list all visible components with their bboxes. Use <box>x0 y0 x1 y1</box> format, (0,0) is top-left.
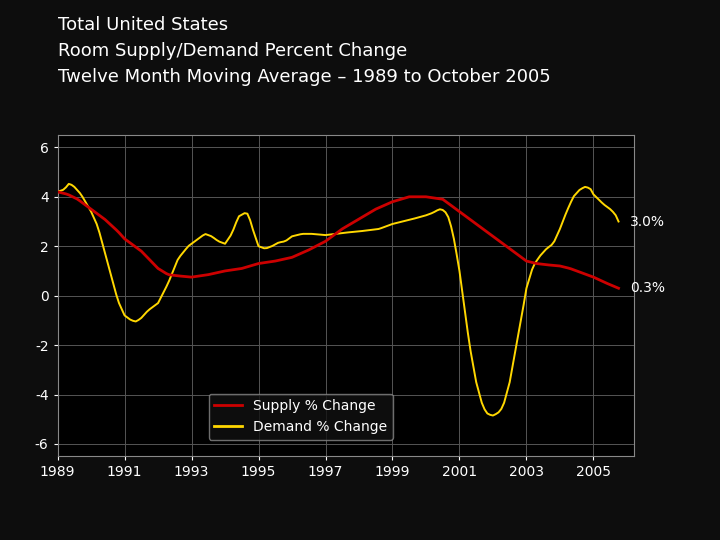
Text: 0.3%: 0.3% <box>630 281 665 295</box>
Legend: Supply % Change, Demand % Change: Supply % Change, Demand % Change <box>209 394 392 440</box>
Text: Twelve Month Moving Average – 1989 to October 2005: Twelve Month Moving Average – 1989 to Oc… <box>58 68 550 86</box>
Text: Room Supply/Demand Percent Change: Room Supply/Demand Percent Change <box>58 42 407 60</box>
Text: 3.0%: 3.0% <box>630 214 665 228</box>
Text: Total United States: Total United States <box>58 16 228 34</box>
